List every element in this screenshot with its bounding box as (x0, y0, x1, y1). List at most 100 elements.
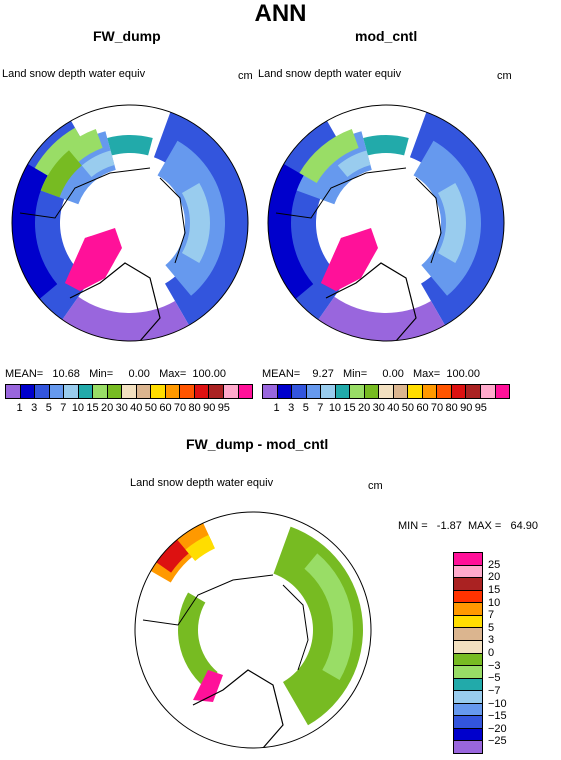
colorbar-label: 15 (86, 402, 99, 414)
panel-2-subtitle: Land snow depth water equiv (258, 68, 402, 80)
colorbar-label: 5 (488, 621, 495, 634)
colorbar-swatch (454, 703, 482, 717)
colorbar-label: 30 (115, 402, 128, 414)
map-cell (363, 135, 409, 156)
colorbar-swatch (437, 385, 452, 398)
colorbar-label: 3 (31, 402, 38, 414)
map-cell (181, 183, 210, 263)
map-cell (337, 150, 371, 178)
colorbar-label: 1 (16, 402, 23, 414)
panel-1-subtitle: Land snow depth water equiv (2, 68, 146, 80)
colorbar-label: −10 (488, 697, 507, 710)
panel-1-title: FW_dump (93, 28, 161, 44)
colorbar-label: −5 (488, 672, 501, 685)
colorbar-label: 60 (159, 402, 172, 414)
map-cell (34, 127, 83, 176)
colorbar-swatch (454, 640, 482, 654)
colorbar-swatch (422, 385, 438, 398)
diff-panel-units: cm (368, 480, 383, 492)
colorbar-label: 1 (273, 402, 280, 414)
colorbar-label: 5 (302, 402, 309, 414)
colorbar-swatch (350, 385, 365, 398)
colorbar-label: 20 (357, 402, 371, 414)
colorbar-label: 20 (488, 571, 501, 584)
coastline (142, 574, 274, 626)
colorbar-swatch (393, 385, 409, 398)
panel-1-stats: MEAN= 10.68 Min= 0.00 Max= 100.00 (5, 368, 227, 380)
arctic-ocean (209, 579, 301, 671)
coastline (192, 669, 284, 748)
colorbar-swatch (93, 385, 108, 398)
colorbar-label: 0 (488, 647, 495, 659)
coastline (415, 177, 442, 264)
colorbar-swatch (6, 385, 21, 398)
colorbar-swatch (466, 385, 481, 398)
diff-colorbar-labels: 25 20 15 10 7 5 3 0 −3 −5 −7 −10 −15 −20 −25 (488, 552, 528, 754)
colorbar-swatch (107, 385, 123, 398)
greenland-region (321, 228, 378, 291)
colorbar-label: 70 (173, 402, 187, 414)
map-boundary (267, 104, 505, 342)
colorbar-swatch (454, 590, 482, 604)
map-cell (12, 164, 58, 299)
panel-1-colorbar-labels: 1 3 5 7 10 15 20 30 40 50 60 70 80 90 95 (5, 402, 253, 416)
colorbar-label: 7 (317, 402, 324, 414)
colorbar-label: 95 (474, 402, 487, 414)
colorbar-label: 10 (328, 402, 342, 414)
colorbar-label: 60 (416, 402, 429, 414)
map-cell (437, 183, 466, 263)
colorbar-swatch (64, 385, 79, 398)
colorbar-swatch (495, 385, 510, 398)
colorbar-label: 50 (401, 402, 414, 414)
colorbar-swatch (321, 385, 336, 398)
colorbar-swatch (335, 385, 351, 398)
coastline (282, 584, 309, 671)
colorbar-swatch (20, 385, 36, 398)
greenland-region (65, 228, 122, 291)
panel-2-title: mod_cntl (355, 28, 418, 44)
map-cell (107, 135, 153, 156)
colorbar-swatch (454, 653, 482, 667)
colorbar-swatch (194, 385, 210, 398)
colorbar-swatch (379, 385, 394, 398)
coastline (19, 167, 151, 219)
map-cell (304, 553, 353, 680)
diff-panel-map (134, 511, 372, 749)
colorbar-swatch (223, 385, 239, 398)
colorbar-label: 90 (460, 402, 473, 414)
colorbar-swatch (408, 385, 423, 398)
colorbar-swatch (451, 385, 467, 398)
colorbar-swatch (238, 385, 253, 398)
colorbar-swatch (454, 691, 482, 704)
colorbar-label: −25 (488, 735, 507, 748)
colorbar-label: 30 (372, 402, 385, 414)
panel-2-map (267, 104, 505, 342)
colorbar-swatch (454, 578, 482, 591)
colorbar-label: 80 (445, 402, 458, 414)
colorbar-swatch (209, 385, 224, 398)
colorbar-label: 25 (488, 558, 501, 571)
map-cell (185, 534, 215, 562)
colorbar-swatch (78, 385, 94, 398)
colorbar-label: 15 (343, 402, 356, 414)
map-cell (156, 539, 189, 573)
coastline (275, 167, 407, 219)
map-cell (178, 592, 218, 688)
map-cell (318, 296, 445, 341)
colorbar-label: 95 (217, 402, 230, 414)
colorbar-label: −3 (488, 659, 501, 672)
colorbar-label: −20 (488, 722, 507, 735)
colorbar-swatch (136, 385, 152, 398)
colorbar-label: 10 (488, 596, 501, 609)
colorbar-swatch (454, 553, 482, 566)
colorbar-label: −15 (488, 710, 507, 723)
colorbar-label: 40 (387, 402, 400, 414)
colorbar-swatch (364, 385, 380, 398)
colorbar-swatch (454, 728, 482, 742)
panel-2-stats: MEAN= 9.27 Min= 0.00 Max= 100.00 (262, 368, 480, 380)
panel-2-units: cm (497, 70, 512, 82)
coastline (325, 262, 417, 341)
coastline (69, 262, 161, 341)
colorbar-swatch (151, 385, 166, 398)
panel-1-colorbar (5, 384, 253, 399)
